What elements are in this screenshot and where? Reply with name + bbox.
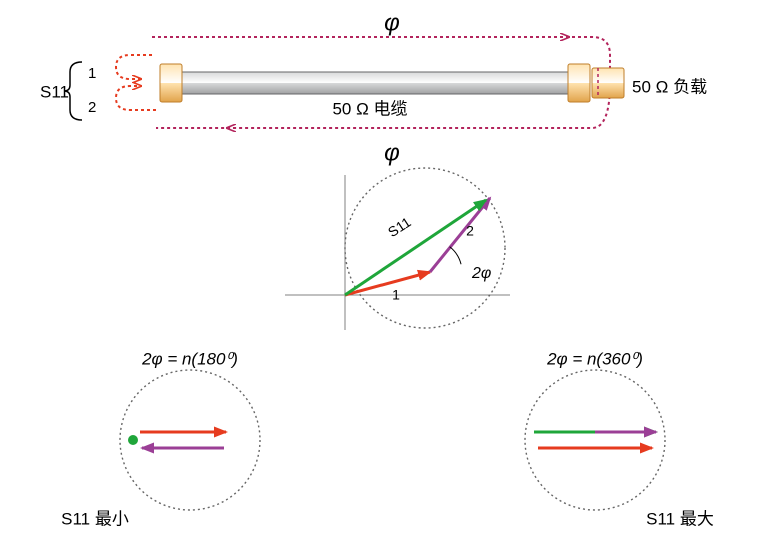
case-max bbox=[525, 370, 665, 510]
min-resultant-dot bbox=[128, 435, 138, 445]
phi-upper: φ bbox=[384, 9, 400, 36]
phasor-circle bbox=[345, 168, 505, 328]
vec2-label: 2 bbox=[466, 223, 474, 239]
max-title: 2φ = n(360⁰) bbox=[546, 349, 643, 368]
angle-arc bbox=[450, 247, 461, 264]
incident-hook bbox=[116, 86, 156, 110]
load-block bbox=[592, 68, 624, 98]
cable-label: 50 Ω 电缆 bbox=[332, 99, 407, 118]
load-label: 50 Ω 负载 bbox=[632, 77, 707, 96]
brace-1: 1 bbox=[88, 65, 96, 82]
min-circle bbox=[120, 370, 260, 510]
case-min bbox=[120, 370, 260, 510]
min-title: 2φ = n(180⁰) bbox=[141, 349, 238, 368]
connector-right bbox=[568, 64, 590, 102]
connector-left bbox=[160, 64, 182, 102]
vector-1 bbox=[345, 272, 430, 295]
max-circle bbox=[525, 370, 665, 510]
diagram-canvas: φ φ 50 Ω 电缆 50 Ω 负载 S11 1 2 1 2 S11 2φ 2φ = n(180⁰)… bbox=[0, 0, 781, 541]
s11-vector-label: S11 bbox=[385, 214, 414, 241]
min-caption: S11 最小 bbox=[61, 509, 129, 528]
cable-body bbox=[180, 72, 570, 94]
brace-2: 2 bbox=[88, 99, 96, 116]
vec1-label: 1 bbox=[392, 287, 400, 303]
s11-label: S11 bbox=[40, 82, 69, 101]
angle-label: 2φ bbox=[471, 265, 491, 282]
vector-diagram bbox=[285, 168, 510, 330]
incident-hook bbox=[116, 55, 152, 79]
phi-lower: φ bbox=[384, 139, 400, 166]
vector-s11 bbox=[345, 200, 486, 295]
max-caption: S11 最大 bbox=[646, 509, 714, 528]
